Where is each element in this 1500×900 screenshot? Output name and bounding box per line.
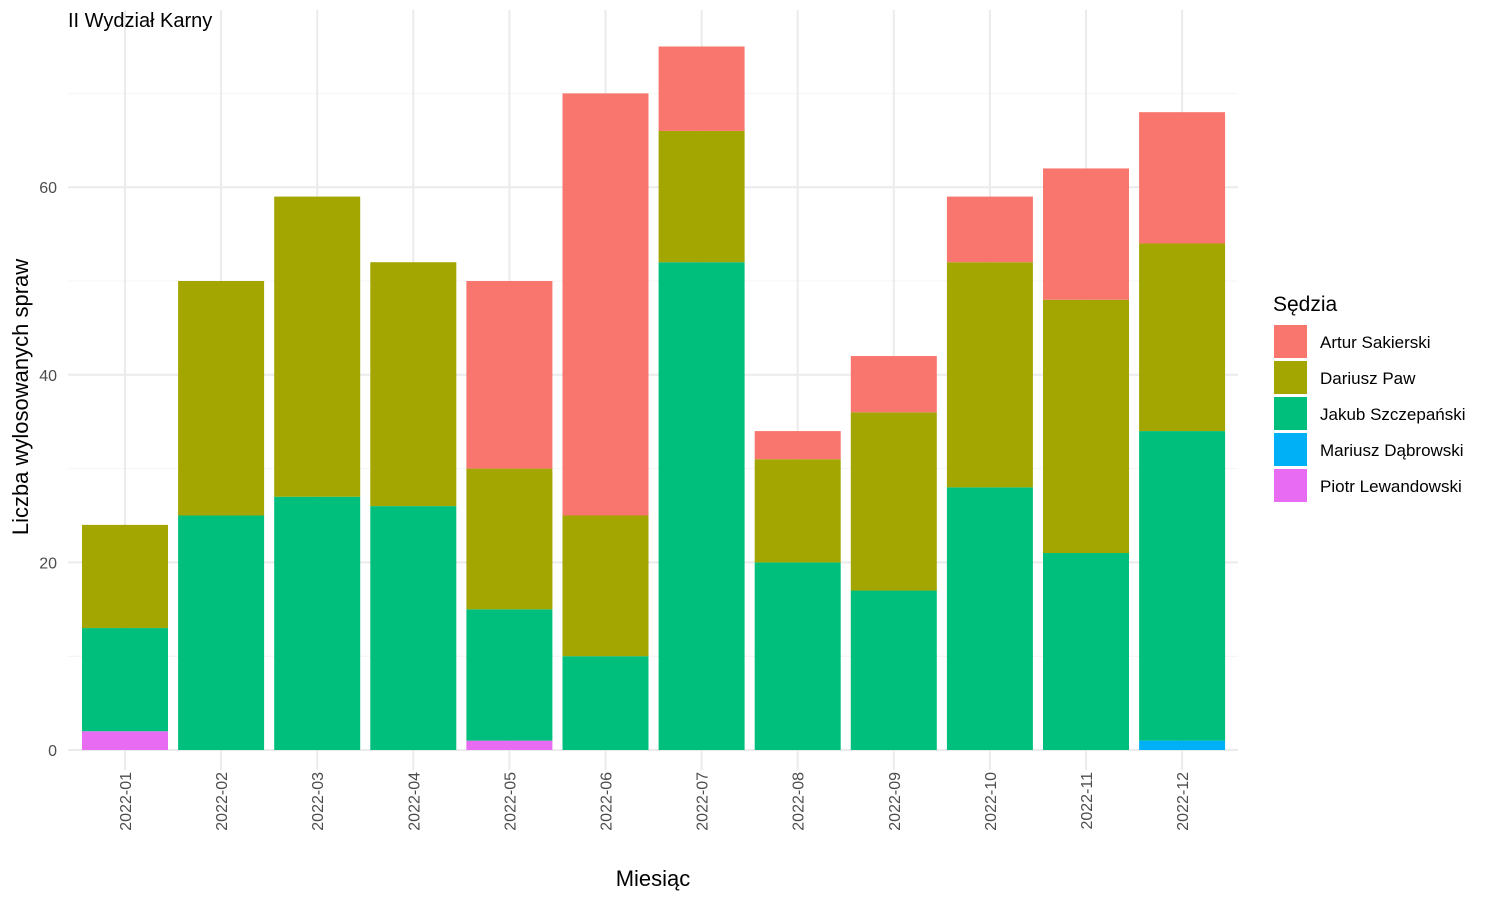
bar-segment bbox=[1139, 112, 1226, 244]
legend-swatch bbox=[1274, 325, 1307, 358]
legend: Sędzia Artur Sakierski Dariusz Paw Jakub S… bbox=[1273, 293, 1466, 502]
bar-segment bbox=[658, 262, 745, 750]
bar-segment bbox=[370, 506, 457, 750]
bar-segment bbox=[1043, 168, 1129, 300]
bar-segment bbox=[466, 281, 553, 469]
x-axis-ticks: 2022-01 2022-02 2022-03 2022-04 2022-05 2022-… bbox=[118, 772, 1192, 831]
legend-swatch bbox=[1274, 361, 1307, 394]
bar-segment bbox=[946, 487, 1033, 750]
bar-segment bbox=[946, 262, 1033, 488]
bar-segment bbox=[754, 431, 841, 460]
bar-segment bbox=[274, 196, 361, 497]
bar-segment bbox=[466, 609, 553, 741]
x-tick-label: 2022-08 bbox=[791, 772, 808, 831]
legend-swatch bbox=[1274, 433, 1307, 466]
bar-segment bbox=[370, 262, 457, 507]
x-tick-label: 2022-12 bbox=[1175, 772, 1192, 831]
legend-swatch bbox=[1274, 397, 1307, 430]
legend-label: Dariusz Paw bbox=[1320, 369, 1416, 388]
x-tick-label: 2022-06 bbox=[599, 772, 616, 831]
bar-segment bbox=[1043, 299, 1129, 554]
y-tick-label: 60 bbox=[39, 180, 57, 197]
x-tick-label: 2022-04 bbox=[406, 772, 423, 831]
bar-segment bbox=[754, 459, 841, 563]
legend-label: Artur Sakierski bbox=[1320, 333, 1431, 352]
y-axis-title: Liczba wylosowanych spraw bbox=[8, 259, 33, 535]
bar-segment bbox=[1139, 431, 1226, 741]
x-tick-label: 2022-11 bbox=[1079, 772, 1096, 830]
bar-segment bbox=[466, 468, 553, 610]
bar-segment bbox=[658, 130, 745, 263]
legend-title: Sędzia bbox=[1273, 293, 1338, 316]
legend-label: Jakub Szczepański bbox=[1320, 405, 1466, 424]
y-axis-ticks: 0 20 40 60 bbox=[39, 180, 57, 760]
x-tick-label: 2022-03 bbox=[310, 772, 327, 831]
y-tick-label: 40 bbox=[39, 368, 57, 385]
bar-segment bbox=[562, 656, 649, 750]
bar-segment bbox=[562, 93, 649, 516]
bar-segment bbox=[562, 515, 649, 657]
x-tick-label: 2022-05 bbox=[502, 772, 519, 831]
bar-segment bbox=[850, 412, 937, 591]
x-tick-label: 2022-01 bbox=[118, 772, 135, 831]
bar-segment bbox=[754, 562, 841, 750]
bar-segment bbox=[850, 590, 937, 750]
bar-segment bbox=[1139, 740, 1226, 750]
bar-segment bbox=[178, 281, 265, 516]
bar-segment bbox=[850, 356, 937, 413]
legend-items: Artur Sakierski Dariusz Paw Jakub Szczepań… bbox=[1274, 325, 1466, 502]
bar-segment bbox=[178, 515, 265, 750]
bar-segment bbox=[82, 628, 168, 732]
x-tick-label: 2022-09 bbox=[887, 772, 904, 831]
bar-segment bbox=[82, 524, 168, 629]
legend-label: Mariusz Dąbrowski bbox=[1320, 441, 1464, 460]
legend-label: Piotr Lewandowski bbox=[1320, 477, 1462, 496]
bars bbox=[82, 46, 1226, 750]
bar-segment bbox=[82, 731, 168, 750]
bar-segment bbox=[1139, 243, 1226, 432]
x-tick-label: 2022-10 bbox=[983, 772, 1000, 831]
bar-segment bbox=[274, 496, 361, 750]
x-axis-title: Miesiąc bbox=[616, 866, 691, 891]
y-tick-label: 0 bbox=[48, 743, 57, 760]
y-tick-label: 20 bbox=[39, 555, 57, 572]
bar-segment bbox=[1043, 553, 1129, 750]
bar-segment bbox=[466, 740, 553, 750]
x-tick-label: 2022-07 bbox=[695, 772, 712, 831]
bar-segment bbox=[658, 46, 745, 131]
legend-swatch bbox=[1274, 469, 1307, 502]
chart-title: II Wydział Karny bbox=[68, 10, 212, 32]
bar-segment bbox=[946, 196, 1033, 263]
x-tick-label: 2022-02 bbox=[214, 772, 231, 831]
